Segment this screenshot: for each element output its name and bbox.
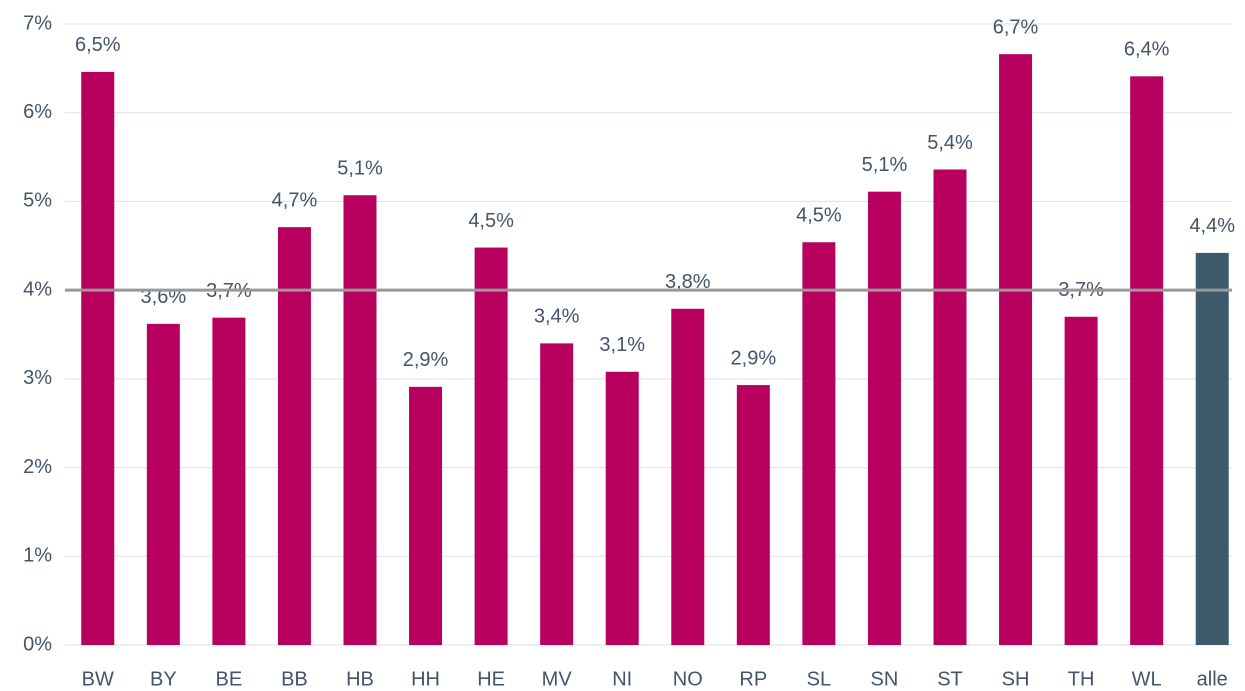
data-label: 4,4% [1189,215,1235,237]
x-tick-label: HH [411,668,440,690]
y-tick-label: 0% [23,633,52,655]
bar [1130,76,1164,645]
data-label: 3,1% [599,334,645,356]
bar [736,385,770,645]
x-tick-label: SH [1002,668,1030,690]
data-label: 2,9% [403,349,449,371]
data-label: 6,4% [1124,39,1170,61]
x-tick-label: BB [281,668,308,690]
x-tick-label: MV [542,668,573,690]
y-tick-label: 7% [23,12,52,34]
y-tick-label: 1% [23,545,52,567]
bar [146,323,180,645]
bar [671,308,705,645]
x-tick-label: WL [1132,668,1162,690]
bar [474,247,508,645]
bar [409,386,443,645]
y-tick-label: 6% [23,101,52,123]
data-label: 3,4% [534,306,580,328]
bar [933,169,967,645]
x-tick-label: SN [871,668,899,690]
bar [867,191,901,646]
x-tick-label: ST [937,668,963,690]
data-label: 3,8% [665,271,711,293]
x-tick-label: HB [346,668,374,690]
x-tick-label: SL [807,668,831,690]
data-label: 6,7% [993,16,1039,38]
bar [343,195,377,645]
x-tick-label: RP [739,668,767,690]
data-label: 2,9% [731,347,777,369]
x-tick-label: BE [216,668,243,690]
bar [540,343,574,645]
x-tick-label: alle [1197,668,1228,690]
data-label: 4,5% [796,205,842,227]
data-label: 6,5% [75,34,121,56]
data-label: 4,7% [272,189,318,211]
x-tick-label: BY [150,668,177,690]
bar [605,371,639,645]
x-tick-label: TH [1068,668,1095,690]
bar [802,242,836,646]
x-tick-label: HE [477,668,505,690]
bar [277,227,311,646]
bar [1064,316,1098,645]
data-label: 5,1% [862,154,908,176]
bar [999,54,1033,646]
data-label: 5,4% [927,132,973,154]
x-tick-label: NI [612,668,632,690]
data-label: 5,1% [337,157,383,179]
y-tick-label: 2% [23,456,52,478]
y-tick-label: 3% [23,367,52,389]
y-tick-label: 4% [23,278,52,300]
y-tick-label: 5% [23,190,52,212]
data-label: 4,5% [468,210,514,232]
bar [212,317,246,645]
bar [1195,252,1229,645]
x-tick-label: NO [673,668,703,690]
bar [81,71,115,646]
x-tick-label: BW [82,668,114,690]
